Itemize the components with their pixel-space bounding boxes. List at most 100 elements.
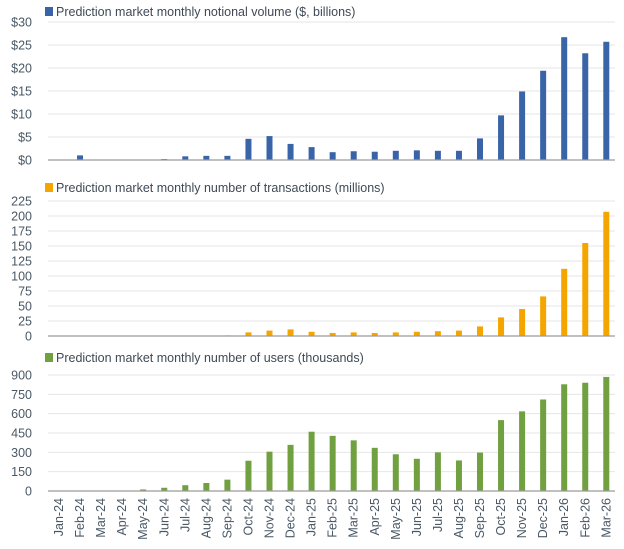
bar-Nov-25 [519, 411, 526, 491]
bar-Feb-26 [582, 243, 589, 336]
bar-Sep-25 [477, 326, 483, 336]
bar-Jul-25 [434, 150, 441, 160]
bar-Feb-24 [77, 155, 84, 160]
y-tick-label: 600 [11, 407, 32, 421]
legend-label: Prediction market monthly number of tran… [56, 181, 385, 195]
bar-Aug-24 [203, 155, 210, 160]
x-tick-label: Jun-25 [410, 498, 424, 536]
x-tick-label: Sep-25 [473, 498, 487, 538]
bar-Feb-26 [582, 53, 589, 160]
bar-Oct-24 [245, 460, 252, 491]
bar-Mar-25 [350, 151, 357, 160]
y-tick-label: $5 [18, 131, 32, 145]
bar-Nov-25 [519, 91, 526, 160]
bar-May-25 [392, 454, 399, 491]
bar-Dec-25 [540, 296, 547, 336]
bar-Mar-25 [350, 440, 357, 491]
bar-Dec-24 [287, 329, 294, 336]
bar-Aug-25 [455, 460, 462, 491]
bar-Jun-25 [413, 150, 420, 160]
bar-Sep-25 [477, 452, 483, 491]
x-tick-label: Jan-25 [305, 498, 319, 536]
x-tick-label: Apr-24 [115, 498, 129, 536]
x-tick-label: May-24 [136, 498, 150, 540]
y-tick-label: 25 [18, 315, 32, 329]
bar-Feb-25 [329, 152, 336, 160]
x-tick-label: Sep-24 [220, 498, 234, 538]
y-tick-label: 900 [11, 369, 32, 383]
bar-Jun-24 [161, 487, 168, 491]
y-tick-label: 0 [25, 485, 32, 499]
x-tick-label: Jun-24 [157, 498, 171, 536]
bar-Jul-25 [434, 331, 441, 336]
x-tick-label: Mar-26 [599, 498, 613, 538]
bar-Jun-25 [413, 331, 420, 336]
bar-Sep-24 [224, 155, 231, 160]
bar-Oct-25 [498, 115, 505, 160]
bar-Jul-24 [182, 485, 189, 491]
bar-Nov-24 [266, 136, 273, 160]
panel-2: Prediction market monthly number of tran… [11, 181, 615, 344]
y-tick-label: 75 [18, 285, 32, 299]
bar-Dec-24 [287, 143, 294, 160]
x-tick-label: Mar-25 [347, 498, 361, 538]
x-tick-label: Mar-24 [94, 498, 108, 538]
y-tick-label: $20 [11, 62, 32, 76]
bar-Jan-25 [308, 147, 315, 160]
legend-label: Prediction market monthly number of user… [56, 351, 364, 365]
y-tick-label: 450 [11, 427, 32, 441]
bar-Oct-24 [245, 138, 252, 160]
bar-Nov-25 [519, 309, 526, 336]
x-tick-label: Dec-25 [536, 498, 550, 538]
x-tick-label: Aug-25 [452, 498, 466, 538]
x-tick-label: Oct-25 [494, 498, 508, 536]
x-tick-label: Jan-24 [52, 498, 66, 536]
y-tick-label: 225 [11, 195, 32, 209]
bar-Aug-24 [203, 483, 210, 491]
bar-Oct-25 [498, 420, 505, 491]
x-tick-label: Feb-26 [578, 498, 592, 538]
bar-Aug-25 [455, 330, 462, 336]
y-tick-label: 175 [11, 225, 32, 239]
x-tick-label: Nov-24 [263, 498, 277, 538]
bar-Jan-25 [308, 331, 315, 336]
y-tick-label: 750 [11, 388, 32, 402]
x-axis-labels: Jan-24 Feb-24 Mar-24 Apr-24 May-24 Jun-24 Jul-… [52, 498, 613, 540]
bar-Jul-24 [182, 156, 189, 160]
bar-Oct-25 [498, 317, 505, 336]
y-tick-label: $15 [11, 85, 32, 99]
legend-label: Prediction market monthly notional volum… [56, 5, 355, 19]
bar-Nov-24 [266, 451, 273, 491]
bar-May-24 [140, 489, 147, 491]
y-tick-label: 125 [11, 255, 32, 269]
y-tick-label: 150 [11, 240, 32, 254]
y-tick-label: 200 [11, 210, 32, 224]
bar-May-25 [392, 150, 399, 160]
y-tick-label: 50 [18, 300, 32, 314]
y-tick-label: $10 [11, 108, 32, 122]
bar-Jan-26 [561, 37, 568, 160]
x-tick-label: Nov-25 [515, 498, 529, 538]
bar-Apr-25 [371, 151, 378, 160]
legend-swatch [45, 7, 53, 16]
x-tick-label: Jan-26 [557, 498, 571, 536]
bar-Jun-25 [413, 458, 420, 491]
bar-Mar-25 [350, 332, 357, 336]
x-tick-label: Jul-24 [178, 498, 192, 532]
x-tick-label: Jul-25 [431, 498, 445, 532]
bar-Mar-26 [603, 211, 610, 336]
bar-Nov-24 [266, 330, 273, 336]
panel-3: Prediction market monthly number of user… [11, 351, 615, 499]
bar-May-25 [392, 332, 399, 336]
y-tick-label: 300 [11, 446, 32, 460]
bar-Jan-26 [561, 384, 568, 491]
bar-Feb-25 [329, 333, 336, 336]
bar-Apr-25 [371, 447, 378, 491]
bar-Mar-26 [603, 41, 610, 160]
bar-Feb-26 [582, 382, 589, 491]
x-tick-label: Oct-24 [241, 498, 255, 536]
y-tick-label: $25 [11, 39, 32, 53]
bar-Dec-24 [287, 444, 294, 491]
bar-Apr-25 [371, 333, 378, 336]
